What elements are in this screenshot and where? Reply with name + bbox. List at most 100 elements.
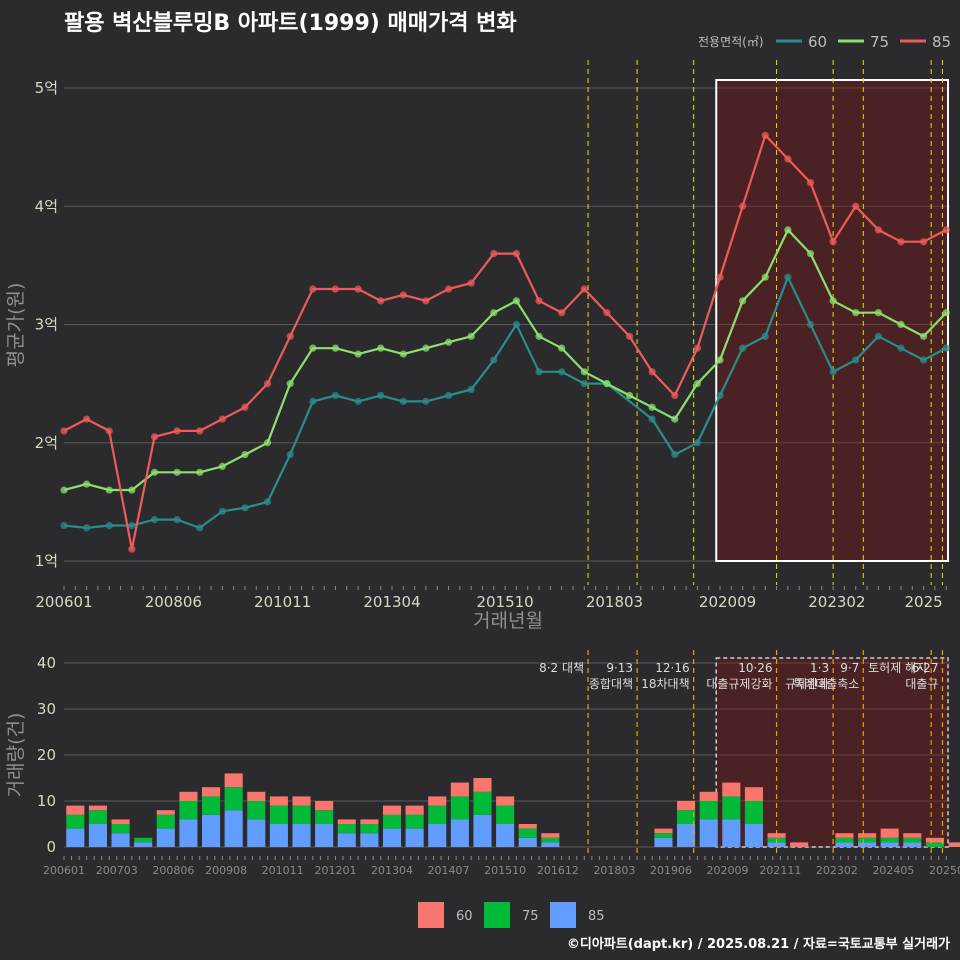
top-point-60 xyxy=(422,397,430,405)
bottom-bar-75 xyxy=(360,824,379,834)
top-point-60 xyxy=(399,397,407,405)
bottom-y-tick-label: 30 xyxy=(37,700,56,718)
top-point-85 xyxy=(150,433,159,441)
top-point-75 xyxy=(286,380,294,388)
top-point-75 xyxy=(490,309,498,317)
bottom-y-tick-label: 40 xyxy=(37,654,56,672)
bottom-x-tick-label: 200806 xyxy=(152,864,194,877)
top-point-85 xyxy=(422,297,430,305)
top-y-tick-label: 2억 xyxy=(35,434,58,452)
top-x-tick-label: 200806 xyxy=(145,593,202,611)
top-point-60 xyxy=(558,368,566,376)
bottom-bar-60 xyxy=(925,837,944,843)
bottom-y-axis-title: 거래량(건) xyxy=(5,713,27,798)
top-point-75 xyxy=(603,380,611,388)
bottom-bar-75 xyxy=(473,791,492,815)
caption: ©디아파트(dapt.kr) / 2025.08.21 / 자료=국토교통부 실… xyxy=(567,936,950,952)
bottom-bar-85 xyxy=(722,819,741,847)
bottom-x-tick-label: 200601 xyxy=(43,864,85,877)
policy-annotation-label: 규제완화 xyxy=(785,677,829,691)
chart-title: 팔용 벽산블루밍B 아파트(1999) 매매가격 변화 xyxy=(64,11,517,36)
bottom-bar-75 xyxy=(201,796,221,815)
top-point-60 xyxy=(286,450,294,459)
top-x-tick-label: 201803 xyxy=(586,593,643,611)
bottom-bar-60 xyxy=(699,791,718,801)
bottom-bar-75 xyxy=(156,814,175,829)
top-point-75 xyxy=(128,486,136,494)
top-point-75 xyxy=(512,297,521,305)
top-y-tick-label: 1억 xyxy=(35,552,58,570)
top-point-60 xyxy=(512,320,521,329)
bottom-x-tick-label: 202302 xyxy=(816,864,858,877)
top-point-75 xyxy=(60,486,68,494)
top-point-60 xyxy=(580,380,588,388)
top-point-75 xyxy=(422,344,430,352)
bottom-bar-60 xyxy=(247,791,266,801)
bottom-bar-75 xyxy=(405,814,424,829)
top-y-tick-label: 3억 xyxy=(35,316,58,334)
bottom-bar-60 xyxy=(292,796,311,806)
bottom-bar-85 xyxy=(428,824,447,847)
bottom-bar-85 xyxy=(858,842,877,847)
bottom-bar-85 xyxy=(518,837,537,847)
bottom-x-tick-label: 202009 xyxy=(707,864,749,877)
top-point-75 xyxy=(920,332,928,340)
policy-annotation-label: 종합대책 xyxy=(589,676,633,691)
top-point-85 xyxy=(241,403,249,411)
top-point-60 xyxy=(829,368,837,376)
bottom-bar-85 xyxy=(654,837,673,847)
bottom-x-tick-label: 200703 xyxy=(96,864,138,877)
top-point-60 xyxy=(444,391,453,400)
top-point-85 xyxy=(806,179,815,187)
bottom-x-tick-label: 201011 xyxy=(262,864,304,877)
top-point-60 xyxy=(535,368,543,376)
bottom-bar-85 xyxy=(269,824,288,847)
bottom-bar-75 xyxy=(428,805,447,824)
top-point-85 xyxy=(331,285,340,293)
top-point-75 xyxy=(354,350,362,358)
bottom-bar-75 xyxy=(858,837,877,843)
bottom-legend: 60 75 85 xyxy=(418,902,605,928)
top-point-60 xyxy=(467,385,475,394)
bottom-x-tick-label: 201407 xyxy=(428,864,470,877)
top-x-tick-label: 202302 xyxy=(808,593,865,611)
top-series-line-75 xyxy=(63,228,947,492)
top-x-tick-label: 201510 xyxy=(476,593,533,611)
top-point-85 xyxy=(512,249,521,258)
bottom-bar-60 xyxy=(496,796,515,806)
top-point-60 xyxy=(693,439,701,447)
bottom-bar-60 xyxy=(224,773,243,788)
bottom-bar-75 xyxy=(337,824,356,834)
bottom-x-tick-label: 201906 xyxy=(650,864,692,877)
bottom-bar-60 xyxy=(903,833,922,838)
bottom-bar-75 xyxy=(496,805,515,824)
top-point-85 xyxy=(60,427,68,435)
top-point-60 xyxy=(671,450,679,459)
top-highlight-region xyxy=(715,79,950,562)
top-point-85 xyxy=(580,285,588,293)
top-point-85 xyxy=(920,238,928,246)
top-point-60 xyxy=(806,320,815,329)
bottom-bar-75 xyxy=(315,810,334,824)
top-point-75 xyxy=(196,468,204,476)
top-point-85 xyxy=(196,427,204,435)
top-point-75 xyxy=(444,338,453,346)
bottom-bar-75 xyxy=(382,814,402,829)
bottom-bar-60 xyxy=(156,810,175,815)
bottom-bar-75 xyxy=(111,824,130,834)
top-point-85 xyxy=(128,545,136,553)
bottom-bar-85 xyxy=(315,824,334,847)
top-point-85 xyxy=(761,131,769,139)
top-point-85 xyxy=(625,332,634,340)
top-point-85 xyxy=(648,368,656,376)
bottom-bar-75 xyxy=(744,801,763,824)
bottom-bar-60 xyxy=(790,842,809,847)
bottom-bar-85 xyxy=(201,814,221,847)
legend-label-60: 60 xyxy=(808,33,827,51)
policy-annotation-label: 대출규 xyxy=(905,677,938,691)
legend2-swatch-85 xyxy=(550,902,576,928)
top-point-85 xyxy=(558,309,566,317)
top-point-75 xyxy=(580,368,588,376)
top-point-60 xyxy=(60,521,68,530)
bottom-bar-60 xyxy=(201,787,221,797)
